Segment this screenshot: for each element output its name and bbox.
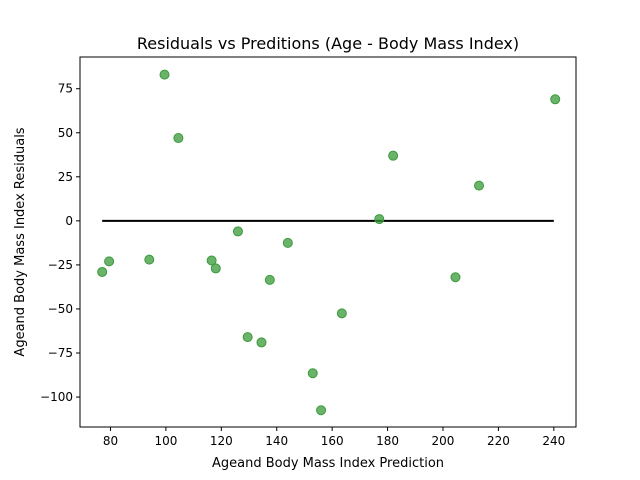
data-point-17 [450,272,461,283]
data-point-5 [206,255,217,266]
data-point-4 [173,133,184,144]
y-tick-label: −50 [48,302,73,316]
y-axis: 75 50 25 0 −25 −50 −75 −100 [40,82,80,404]
data-point-10 [264,274,275,285]
x-tick-label: 220 [487,434,510,448]
x-tick-label: 80 [103,434,118,448]
data-point-9 [256,337,267,348]
data-point-6 [210,263,221,274]
data-point-13 [316,405,327,416]
y-tick-label: 50 [58,126,73,140]
data-point-16 [388,150,399,161]
chart-title: Residuals vs Preditions (Age - Body Mass… [137,34,519,53]
data-point-2 [144,254,155,265]
data-point-8 [242,332,253,343]
data-point-12 [307,368,318,379]
y-axis-label: Ageand Body Mass Index Residuals [13,127,28,356]
y-tick-label: 0 [65,214,73,228]
y-tick-label: 25 [58,170,73,184]
x-tick-label: 180 [376,434,399,448]
x-axis: 80 100 120 140 160 180 200 220 240 [103,427,565,448]
data-point-11 [282,237,293,248]
y-tick-label: −75 [48,346,73,360]
x-tick-label: 160 [321,434,344,448]
x-tick-label: 240 [542,434,565,448]
x-tick-label: 100 [154,434,177,448]
x-axis-label: Ageand Body Mass Index Prediction [212,456,444,471]
y-tick-label: −100 [40,390,73,404]
y-tick-label: −25 [48,258,73,272]
data-point-15 [374,214,385,225]
data-point-19 [550,94,561,105]
data-point-7 [232,226,243,237]
points-layer [97,69,561,416]
x-tick-label: 120 [210,434,233,448]
data-point-18 [474,180,485,191]
data-point-14 [336,308,347,319]
plot-area [79,56,577,428]
data-point-1 [104,256,115,267]
data-point-3 [159,69,170,80]
x-tick-label: 140 [265,434,288,448]
x-tick-label: 200 [432,434,455,448]
y-tick-label: 75 [58,82,73,96]
data-point-0 [97,266,108,277]
